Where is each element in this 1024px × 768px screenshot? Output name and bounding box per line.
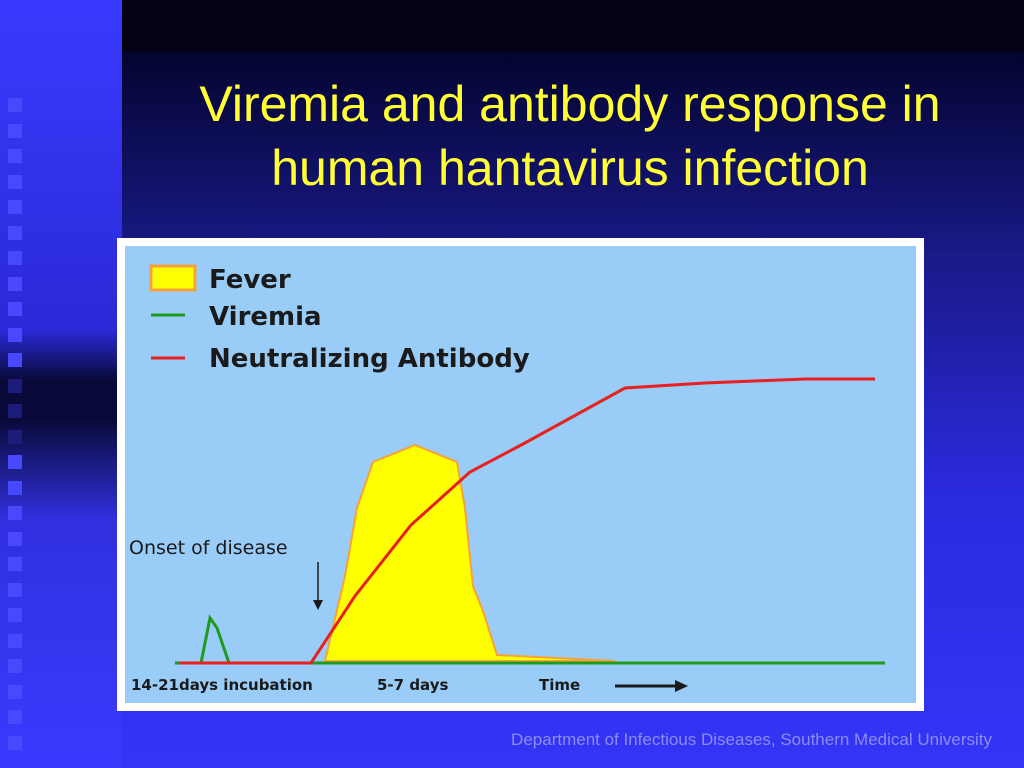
decorative-square (8, 659, 22, 673)
decorative-square (8, 200, 22, 214)
decorative-square (8, 327, 22, 342)
slide-title-line2: human hantavirus infection (271, 140, 869, 196)
footer-affiliation: Department of Infectious Diseases, South… (511, 730, 992, 749)
decorative-square (8, 506, 22, 520)
decorative-square (8, 98, 22, 112)
decorative-square (8, 608, 22, 622)
figure-frame: Fever Viremia Neutralizing Antibody Onse… (117, 238, 924, 711)
x-label-fever-duration: 5-7 days (377, 676, 448, 694)
chart: Fever Viremia Neutralizing Antibody Onse… (125, 246, 916, 703)
decorative-square (8, 735, 22, 750)
legend-fever-label: Fever (209, 265, 291, 295)
slide-title-line1: Viremia and antibody response in (199, 76, 941, 132)
x-label-incubation: 14-21days incubation (131, 676, 313, 694)
onset-annotation-label: Onset of disease (129, 537, 288, 559)
decorative-square (8, 633, 22, 648)
legend-viremia-label: Viremia (209, 302, 322, 332)
decorative-square (8, 378, 22, 393)
decorative-square (8, 582, 22, 597)
antibody-line (179, 377, 875, 665)
decorative-square (8, 302, 22, 316)
decorative-square (8, 353, 22, 367)
onset-arrow-head (313, 600, 323, 610)
right-arrow-icon (615, 680, 688, 692)
legend-fever-swatch (149, 264, 197, 292)
decorative-square (8, 557, 22, 571)
decorative-square (8, 225, 22, 240)
decorative-square (8, 684, 22, 699)
decorative-square (8, 251, 22, 265)
decorative-square (8, 480, 22, 495)
decorative-square (8, 531, 22, 546)
legend-antibody-label: Neutralizing Antibody (209, 344, 530, 374)
decorative-square (8, 174, 22, 189)
left-decorative-strip (0, 0, 122, 768)
chart-background (125, 246, 916, 703)
slide-title: Viremia and antibody response in human h… (128, 72, 1012, 200)
fever-area (323, 443, 616, 662)
decorative-square (8, 429, 22, 444)
x-label-time: Time (539, 676, 580, 694)
decorative-square (8, 149, 22, 163)
decorative-square (8, 455, 22, 469)
top-band (0, 0, 1024, 52)
decorative-square (8, 276, 22, 291)
decorative-square (8, 123, 22, 138)
decorative-square (8, 710, 22, 724)
decorative-square (8, 404, 22, 418)
